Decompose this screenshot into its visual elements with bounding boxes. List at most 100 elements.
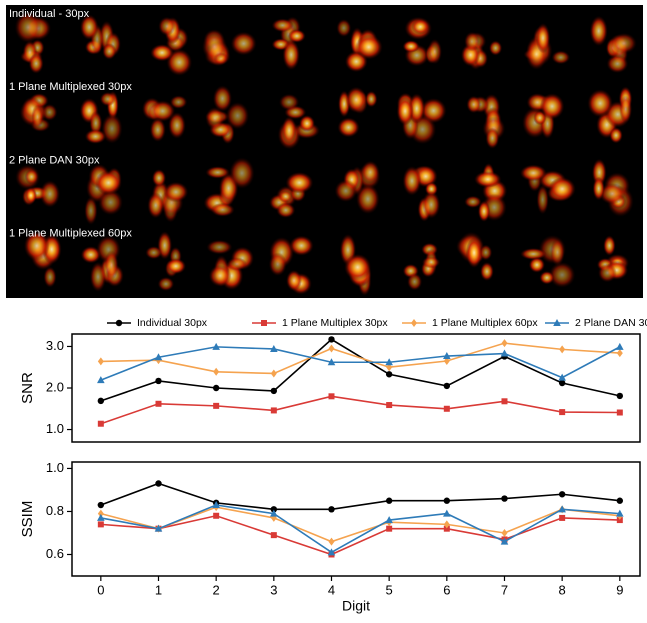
point <box>271 407 277 413</box>
point <box>501 495 507 501</box>
blob <box>536 23 551 53</box>
blob <box>603 235 615 256</box>
x-tick-label: 0 <box>97 582 104 597</box>
point <box>98 521 104 527</box>
blob <box>344 254 371 281</box>
point <box>98 502 104 508</box>
x-tick-label: 1 <box>155 582 162 597</box>
point <box>501 339 507 347</box>
point <box>617 410 623 416</box>
blob <box>422 256 440 268</box>
point <box>559 515 565 521</box>
legend-marker <box>411 319 417 327</box>
point <box>98 357 104 365</box>
blob <box>158 277 175 291</box>
point <box>617 498 623 504</box>
blob <box>403 166 422 196</box>
blob <box>550 238 565 266</box>
blob <box>422 191 440 219</box>
point <box>559 491 565 497</box>
blob <box>279 94 299 111</box>
point <box>328 506 334 512</box>
blob <box>549 177 576 201</box>
point <box>444 406 450 412</box>
blob <box>466 237 482 268</box>
blob <box>411 19 429 35</box>
digit-image <box>80 91 123 144</box>
blob <box>478 201 490 222</box>
blob <box>152 169 166 187</box>
blob <box>206 240 232 255</box>
blob <box>403 40 420 52</box>
blob <box>539 271 554 284</box>
blob <box>489 40 502 55</box>
blob <box>299 115 315 132</box>
point <box>501 529 507 537</box>
plot-frame <box>72 462 640 576</box>
point <box>617 349 623 357</box>
blob <box>40 180 60 207</box>
blob <box>164 182 189 202</box>
point <box>559 380 565 386</box>
blob <box>598 263 617 282</box>
x-tick-label: 9 <box>616 582 623 597</box>
figure: Individual - 30px1 Plane Multiplexed 30p… <box>0 0 647 618</box>
blob <box>286 270 302 291</box>
point <box>213 513 219 519</box>
y-tick-label: 0.6 <box>46 546 64 561</box>
y-tick-label: 1.0 <box>46 460 64 475</box>
blob <box>276 202 295 218</box>
blob <box>289 236 313 256</box>
row-label: 1 Plane Multiplexed 60px <box>9 228 132 240</box>
blob <box>209 265 232 287</box>
blob <box>590 16 608 46</box>
point <box>155 401 161 407</box>
blob <box>205 107 224 130</box>
point <box>213 368 219 376</box>
blob <box>158 17 175 36</box>
point <box>271 532 277 538</box>
blob <box>104 250 118 280</box>
blob <box>145 246 162 259</box>
series-line <box>101 339 620 400</box>
point <box>328 538 334 546</box>
legend-label: 2 Plane DAN 30px <box>575 317 647 329</box>
blob <box>587 89 613 117</box>
blob <box>611 33 637 54</box>
legend-marker <box>116 320 122 326</box>
blob <box>397 97 414 126</box>
blob <box>609 127 623 143</box>
blob <box>272 18 294 32</box>
point <box>386 402 392 408</box>
point <box>386 371 392 377</box>
blob <box>231 32 257 56</box>
legend-label: 1 Plane Multiplex 30px <box>282 317 388 329</box>
x-tick-label: 7 <box>501 582 508 597</box>
blob <box>150 44 174 61</box>
blob <box>355 35 383 60</box>
blob <box>346 87 367 113</box>
blob <box>278 190 292 203</box>
point <box>559 345 565 353</box>
point <box>386 498 392 504</box>
point <box>328 345 334 353</box>
y-axis-title: SNR <box>19 372 36 404</box>
blob <box>150 118 166 142</box>
row-label: 2 Plane DAN 30px <box>9 154 100 166</box>
series-line <box>101 505 620 552</box>
point <box>444 383 450 389</box>
blob <box>269 252 287 276</box>
legend-label: 1 Plane Multiplex 60px <box>432 317 538 329</box>
point <box>616 343 624 350</box>
row-label: 1 Plane Multiplexed 30px <box>9 81 132 93</box>
blob <box>464 32 480 52</box>
blob <box>619 95 632 123</box>
y-tick-label: 0.8 <box>46 503 64 518</box>
blob <box>428 39 442 65</box>
point <box>444 498 450 504</box>
blob <box>288 29 306 43</box>
blob <box>407 273 422 291</box>
point <box>271 388 277 394</box>
legend-marker <box>261 320 267 326</box>
point <box>328 336 334 342</box>
